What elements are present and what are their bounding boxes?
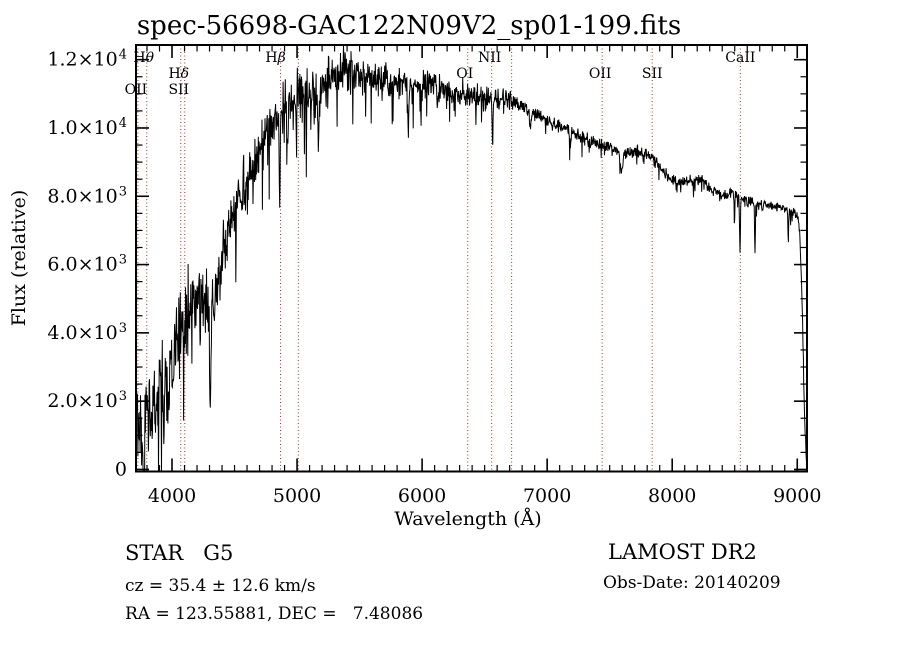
obs-date-label: Obs-Date: 20140209: [603, 573, 781, 593]
spectral-line-label: CaII: [725, 50, 755, 66]
tick-labels: 4000 5000 6000 7000 8000 9000 0 2.0×103 4.0×103 6…: [47, 48, 821, 507]
survey-label: LAMOST DR2: [608, 540, 757, 564]
x-tick-label: 4000: [148, 485, 196, 507]
y-tick-label: 4.0×103: [47, 321, 127, 344]
x-axis-title: Wavelength (Å): [394, 508, 541, 530]
object-class-label: STAR G5: [125, 541, 234, 565]
x-tick-label: 8000: [648, 485, 696, 507]
plot-frame: [135, 44, 808, 473]
spectral-line-markers: [137, 45, 741, 472]
y-axis-title: Flux (relative): [8, 190, 30, 327]
axes: [135, 44, 808, 473]
y-tick-label: 2.0×103: [47, 389, 127, 412]
spectral-line-label: OI: [456, 66, 473, 82]
y-tick-label: 1.0×104: [47, 116, 127, 139]
spectral-line-label: SII: [168, 82, 189, 98]
spectral-line-label: OII: [589, 66, 612, 82]
x-tick-label: 9000: [773, 485, 821, 507]
x-tick-label: 6000: [398, 485, 446, 507]
spectral-line-label: NII: [478, 50, 501, 66]
y-tick-label: 0: [115, 458, 127, 480]
major-ticks: [136, 45, 807, 472]
spectral-line-label: OII: [125, 82, 148, 98]
plot-title: spec-56698-GAC122N09V2_sp01-199.fits: [136, 11, 682, 41]
cz-velocity-label: cz = 35.4 ± 12.6 km/s: [125, 576, 316, 596]
ra-dec-label: RA = 123.55881, DEC = 7.48086: [125, 604, 424, 624]
y-tick-label: 1.2×104: [47, 48, 127, 71]
spectral-line-label: Hδ: [168, 66, 189, 82]
y-tick-label: 8.0×103: [47, 184, 127, 207]
spectral-line-label: SII: [642, 66, 663, 82]
spectral-line-label: Hβ: [265, 50, 285, 66]
x-tick-label: 7000: [523, 485, 571, 507]
x-tick-label: 5000: [273, 485, 321, 507]
spectral-line-label: Hθ: [133, 50, 154, 66]
y-tick-label: 6.0×103: [47, 253, 127, 276]
spectrum-trace: [136, 45, 807, 472]
ticks: [136, 45, 807, 472]
